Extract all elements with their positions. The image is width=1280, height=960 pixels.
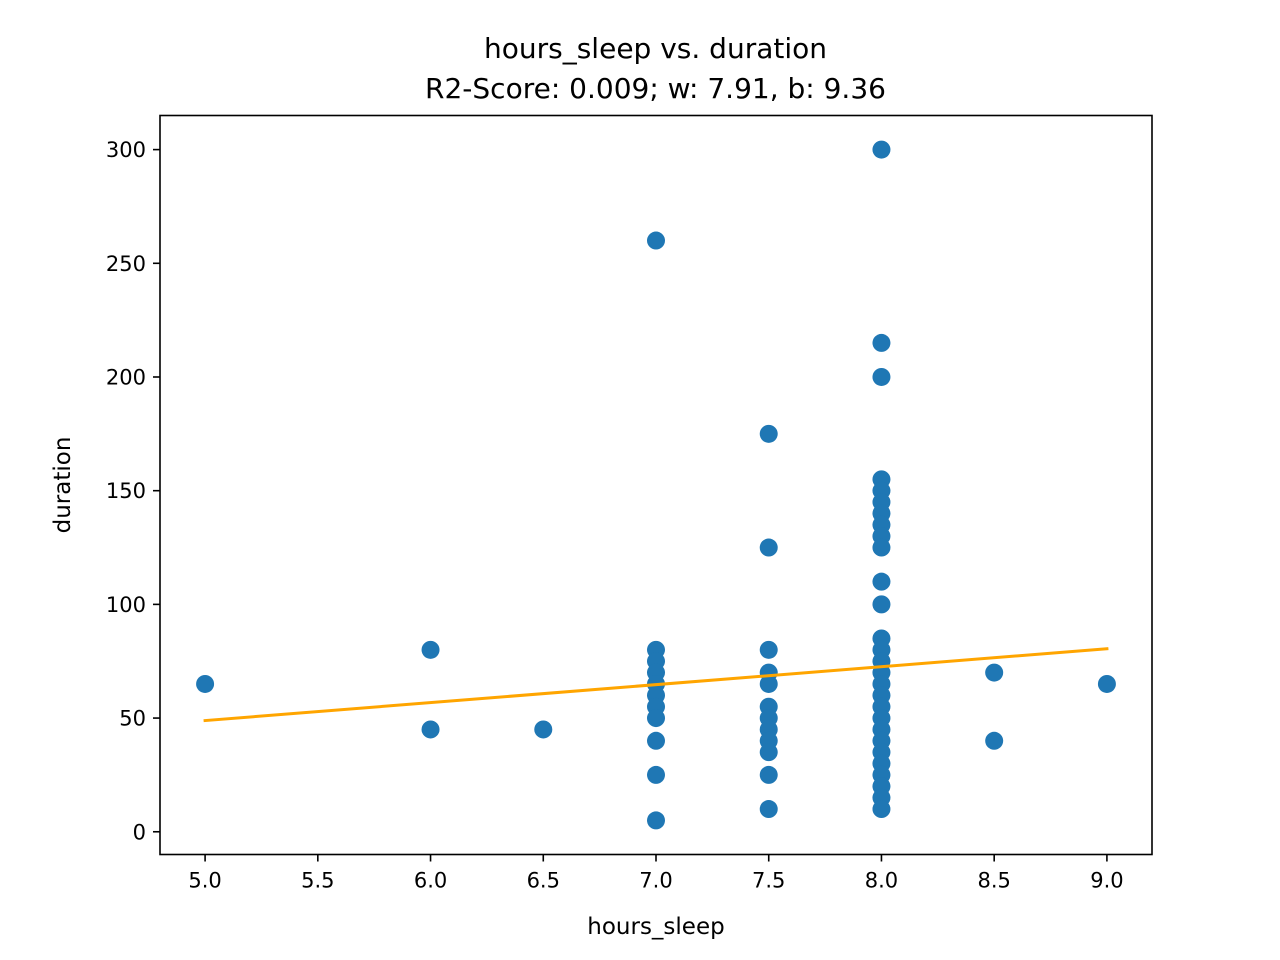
- regression-line-group: [203, 647, 1109, 723]
- data-point: [759, 800, 778, 819]
- plot-frame: [159, 114, 1153, 856]
- data-point: [872, 367, 891, 386]
- data-point: [985, 731, 1004, 750]
- x-tick-label: 6.0: [414, 869, 447, 893]
- data-point: [647, 731, 665, 750]
- data-point: [647, 231, 665, 250]
- data-point: [647, 811, 665, 830]
- y-tick-label: 150: [106, 479, 146, 503]
- y-tick-label: 300: [106, 138, 146, 162]
- x-tick-label: 8.0: [865, 869, 898, 893]
- data-point: [421, 720, 440, 739]
- data-point: [759, 765, 778, 784]
- y-axis-label: duration: [50, 437, 76, 534]
- data-point: [1097, 674, 1116, 693]
- x-tick-label: 7.5: [752, 869, 785, 893]
- data-point: [872, 538, 891, 557]
- data-point: [872, 572, 891, 591]
- chart-subtitle: R2-Score: 0.009; w: 7.91, b: 9.36: [425, 72, 886, 105]
- data-point: [647, 709, 665, 728]
- x-tick-label: 6.5: [527, 869, 560, 893]
- data-point: [872, 595, 891, 614]
- data-point: [421, 640, 440, 659]
- y-axis: 0 50 100 150 200 250 300: [106, 138, 160, 844]
- data-point: [647, 765, 665, 784]
- x-tick-label: 8.5: [977, 869, 1010, 893]
- chart-title: hours_sleep vs. duration: [484, 32, 827, 65]
- x-tick-label: 5.0: [188, 869, 221, 893]
- data-point: [759, 424, 778, 443]
- y-tick-label: 250: [106, 252, 146, 276]
- data-point: [759, 743, 778, 762]
- data-point: [759, 674, 778, 693]
- data-point: [872, 800, 891, 819]
- regression-line: [203, 647, 1109, 723]
- x-axis: 5.0 5.5 6.0 6.5 7.0 7.5 8.0 8.5 9.0: [188, 854, 1124, 893]
- y-tick-label: 50: [119, 707, 146, 731]
- data-point: [534, 720, 553, 739]
- x-tick-label: 5.5: [301, 869, 334, 893]
- data-point: [985, 663, 1004, 682]
- y-tick-label: 100: [106, 593, 146, 617]
- x-tick-label: 9.0: [1090, 869, 1123, 893]
- data-point: [872, 333, 891, 352]
- y-tick-label: 200: [106, 365, 146, 389]
- data-points: [196, 140, 1116, 830]
- y-tick-label: 0: [133, 820, 146, 844]
- x-axis-label: hours_sleep: [587, 914, 724, 940]
- data-point: [759, 640, 778, 659]
- data-point: [196, 674, 215, 693]
- data-point: [872, 140, 891, 159]
- data-point: [759, 538, 778, 557]
- x-tick-label: 7.0: [639, 869, 672, 893]
